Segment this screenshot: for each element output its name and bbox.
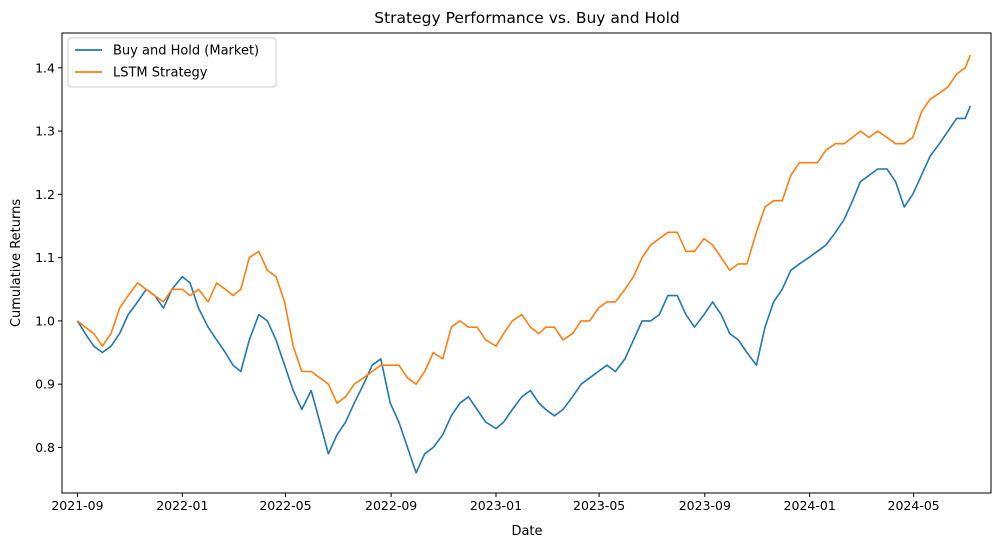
x-tick-label: 2021-09 — [51, 498, 103, 513]
y-tick-label: 1.0 — [35, 313, 55, 328]
chart-title: Strategy Performance vs. Buy and Hold — [374, 9, 680, 27]
x-tick-label: 2022-01 — [156, 498, 208, 513]
legend-label-1: Buy and Hold (Market) — [113, 44, 259, 59]
series-lines — [76, 54, 972, 474]
y-tick-label: 1.1 — [35, 250, 55, 265]
x-tick-label: 2023-01 — [470, 498, 522, 513]
legend: Buy and Hold (Market) LSTM Strategy — [67, 37, 277, 88]
series-line-1 — [76, 105, 972, 474]
y-tick-label: 1.2 — [35, 187, 55, 202]
x-tick-label: 2024-01 — [784, 498, 836, 513]
x-tick-label: 2024-05 — [888, 498, 940, 513]
x-tick-label: 2023-09 — [679, 498, 731, 513]
y-axis: 0.8 0.9 1.0 1.1 1.2 1.3 1.4 — [35, 60, 62, 455]
y-tick-label: 1.4 — [35, 60, 55, 75]
y-tick-label: 0.8 — [35, 440, 55, 455]
y-tick-label: 1.3 — [35, 124, 55, 139]
y-axis-label: Cumulative Returns — [9, 199, 24, 327]
legend-box — [67, 37, 277, 88]
x-axis-label: Date — [511, 524, 542, 539]
x-tick-label: 2022-09 — [365, 498, 417, 513]
x-tick-label: 2023-05 — [573, 498, 625, 513]
x-tick-label: 2022-05 — [259, 498, 311, 513]
plot-frame — [61, 32, 992, 494]
series-line-2 — [76, 54, 972, 404]
x-axis: 2021-09 2022-01 2022-05 2022-09 2023-01 2023-… — [51, 493, 940, 513]
legend-label-2: LSTM Strategy — [113, 66, 208, 81]
y-tick-label: 0.9 — [35, 377, 55, 392]
